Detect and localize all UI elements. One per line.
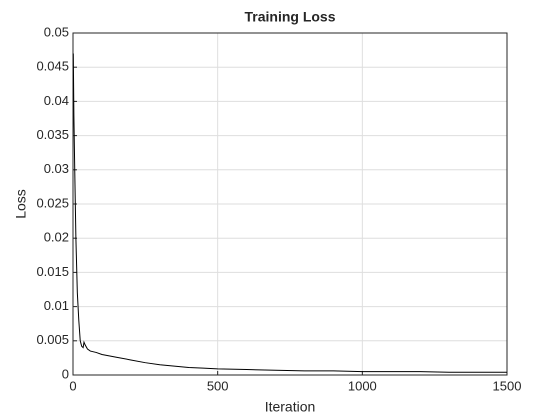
loss-line [72,53,507,373]
x-tick-label: 1000 [348,378,377,393]
x-tick-label: 0 [69,378,76,393]
y-tick-label: 0.045 [36,59,69,74]
y-tick-label: 0.025 [36,195,69,210]
y-tick-label: 0.005 [36,332,69,347]
y-tick-label: 0.03 [44,161,69,176]
chart-title: Training Loss [244,9,335,25]
y-tick-label: 0 [62,366,69,381]
y-tick-label: 0.02 [44,230,69,245]
x-tick-label: 1500 [493,378,522,393]
axes-box [72,32,508,376]
x-axis-label: Iteration [265,399,316,415]
y-axis-label: Loss [13,189,29,219]
y-tick-label: 0.04 [44,93,69,108]
y-tick-label: 0.01 [44,298,69,313]
y-tick-label: 0.035 [36,127,69,142]
x-tick-label: 500 [207,378,229,393]
y-tick-label: 0.05 [44,24,69,39]
y-tick-label: 0.015 [36,264,69,279]
